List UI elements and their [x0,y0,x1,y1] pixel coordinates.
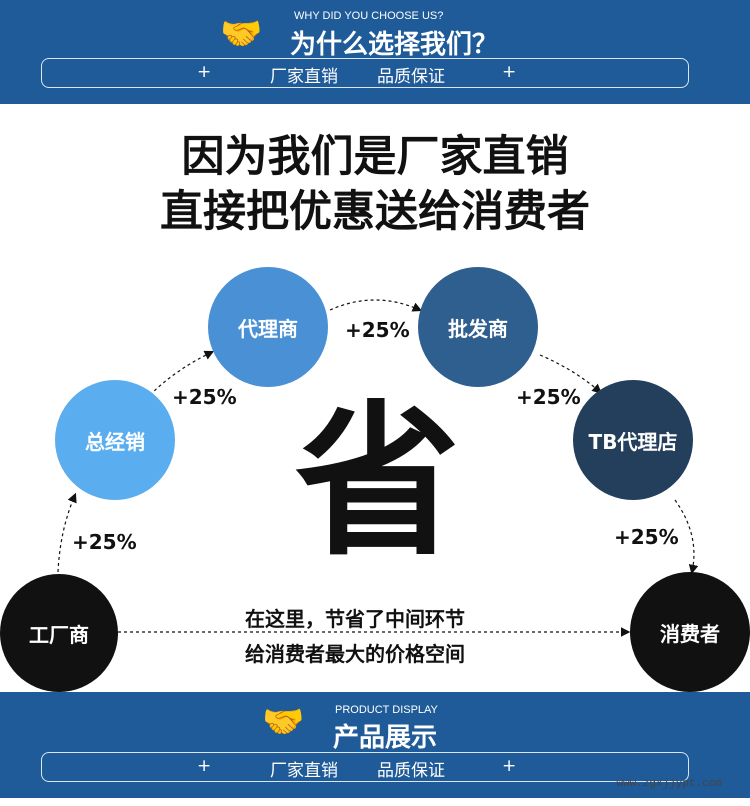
handshake-icon: 🤝 [262,702,305,742]
markup-label: +25% [345,318,410,342]
tagline-factory-direct: 厂家直销 [270,761,338,781]
node-agent: 代理商 [208,267,328,387]
banner-title: 为什么选择我们？ [290,30,499,60]
markup-label: +25% [72,530,137,554]
arrow-5 [674,499,699,575]
banner-subtitle: PRODUCT DISPLAY [335,704,438,716]
tagline-quality: 品质保证 [377,67,445,87]
markup-label: +25% [172,385,237,409]
banner-subtitle: WHY DID YOU CHOOSE US? [294,10,444,22]
note-line2: 给消费者最大的价格空间 [245,642,465,666]
arrow-4 [539,354,602,394]
banner-title: 产品展示 [333,723,438,753]
node-factory: 工厂商 [0,574,118,692]
save-character: 省 [295,386,460,578]
banner-tagline-bar: + 厂家直销 品质保证 + [41,752,689,782]
node-distributor: 总经销 [55,380,175,500]
bottom-banner: 🤝 PRODUCT DISPLAY 产品展示 + 厂家直销 品质保证 + [0,692,750,798]
plus-icon: + [197,62,212,82]
headline-line1: 因为我们是厂家直销 [181,132,569,182]
plus-icon: + [502,62,517,82]
banner-tagline-bar: + 厂家直销 品质保证 + [41,58,689,88]
watermark: www.zgxjjypt.com [616,778,722,790]
plus-icon: + [197,756,212,776]
plus-icon: + [502,756,517,776]
node-wholesaler: 批发商 [418,267,538,387]
handshake-icon: 🤝 [220,14,263,54]
markup-label: +25% [614,525,679,549]
tagline-quality: 品质保证 [377,761,445,781]
arrow-3 [329,299,423,312]
arrow-2 [149,350,215,396]
arrow-1 [57,492,77,573]
node-consumer: 消费者 [630,572,750,692]
headline-line2: 直接把优惠送给消费者 [160,187,590,237]
node-tb-store: TB代理店 [573,380,693,500]
note-line1: 在这里，节省了中间环节 [245,607,465,631]
tagline-factory-direct: 厂家直销 [270,67,338,87]
markup-label: +25% [516,385,581,409]
top-banner: 🤝 WHY DID YOU CHOOSE US? 为什么选择我们？ + 厂家直销… [0,0,750,104]
